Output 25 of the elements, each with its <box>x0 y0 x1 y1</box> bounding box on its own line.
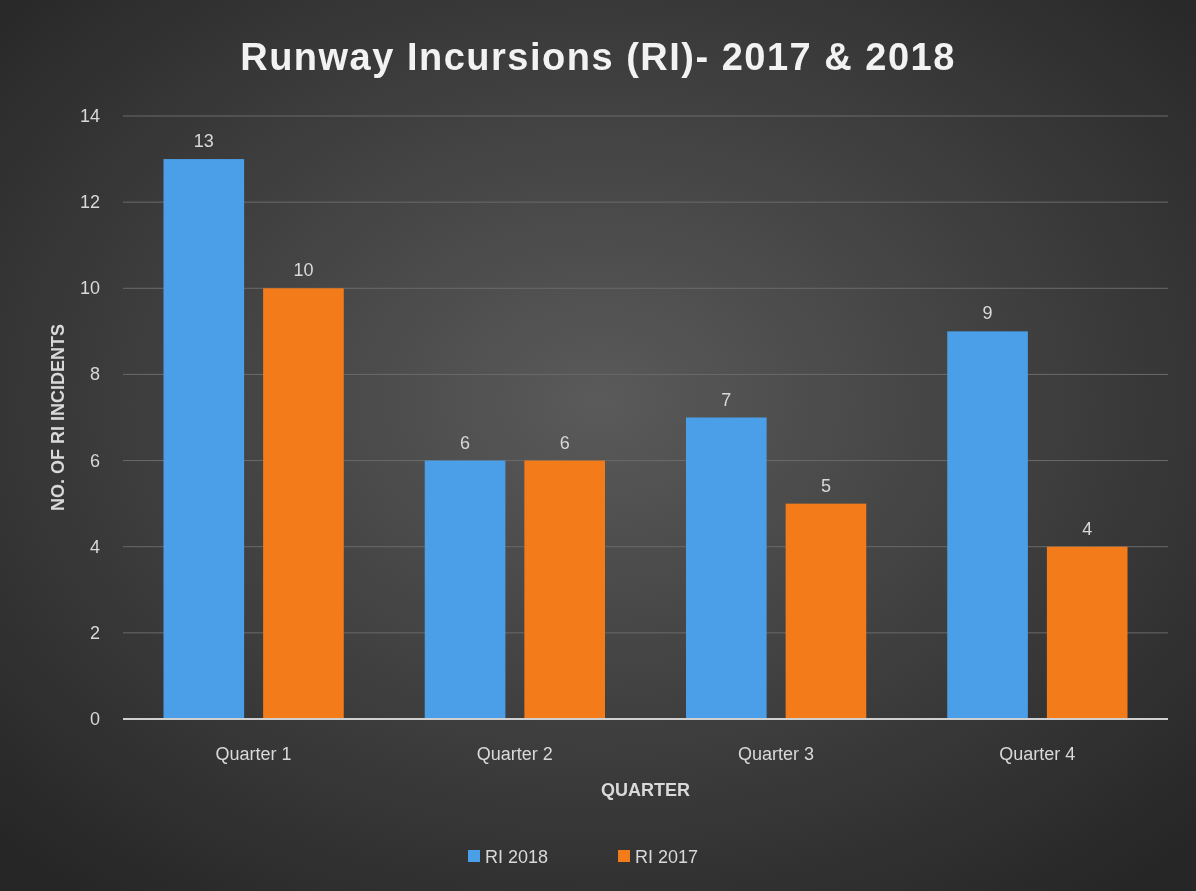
data-label: 6 <box>460 432 471 453</box>
y-tick-label: 6 <box>89 450 100 471</box>
data-label: 5 <box>820 475 831 496</box>
y-axis-title: NO. OF RI INCIDENTS <box>48 323 68 512</box>
data-label: 6 <box>559 432 570 453</box>
legend-label: RI 2018 <box>485 847 549 867</box>
x-axis-title: QUARTER <box>601 780 690 800</box>
x-tick-label: Quarter 3 <box>738 744 815 764</box>
y-tick-label: 14 <box>79 106 100 126</box>
y-tick-label: 8 <box>89 364 100 385</box>
data-label: 4 <box>1082 518 1093 539</box>
x-tick-label: Quarter 2 <box>476 744 553 764</box>
legend-label: RI 2017 <box>635 847 699 867</box>
data-label: 9 <box>982 303 993 324</box>
data-label: 7 <box>721 389 732 410</box>
y-tick-label: 0 <box>89 709 100 729</box>
y-tick-label: 10 <box>79 278 100 299</box>
chart-title: Runway Incursions (RI)- 2017 & 2018 <box>240 36 956 78</box>
x-tick-label: Quarter 1 <box>215 744 292 764</box>
data-label: 10 <box>293 260 314 281</box>
y-tick-label: 12 <box>79 192 100 213</box>
y-tick-label: 2 <box>89 622 100 643</box>
data-label: 13 <box>193 131 214 152</box>
y-tick-label: 4 <box>89 536 100 557</box>
x-tick-label: Quarter 4 <box>999 744 1076 764</box>
